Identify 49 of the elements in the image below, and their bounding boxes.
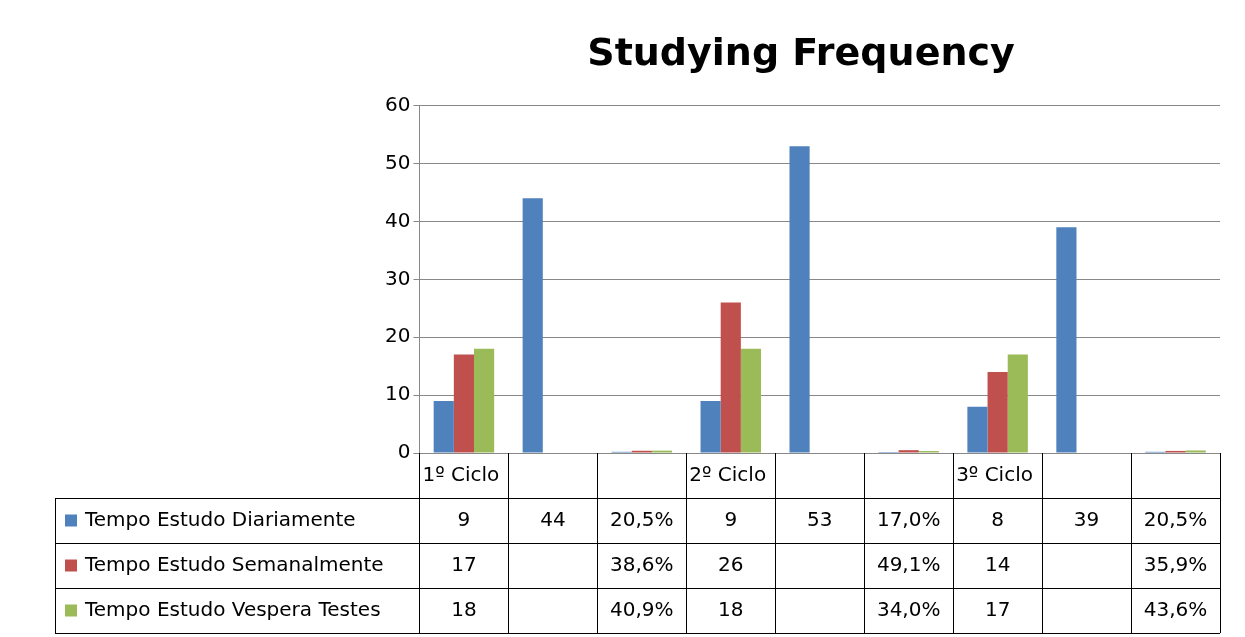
data-label: 20,5%: [1143, 506, 1208, 531]
bar: [474, 348, 495, 453]
data-label: 17: [984, 596, 1011, 621]
y-tick-label: 50: [385, 149, 411, 174]
bar: [898, 450, 919, 453]
data-label: 18: [718, 596, 744, 621]
data-label: 17,0%: [876, 506, 941, 531]
y-tick-label: 60: [385, 91, 411, 116]
data-label: 18: [451, 596, 477, 621]
bar: [522, 198, 543, 453]
y-tick-label: 40: [385, 207, 411, 232]
bar: [453, 354, 475, 453]
y-tick-label: 20: [385, 323, 411, 348]
data-label: 17: [451, 551, 477, 576]
data-label: 34,0%: [876, 596, 941, 621]
x-tick-label: 2º Ciclo: [689, 461, 767, 486]
x-tick-label: 1º Ciclo: [422, 461, 500, 486]
data-label: 8: [991, 506, 1004, 531]
data-label: 9: [457, 506, 471, 531]
data-label: 53: [807, 506, 833, 531]
data-label: 20,5%: [610, 506, 674, 531]
legend-label: Tempo Estudo Diariamente: [84, 506, 356, 531]
x-tick-label: 3º Ciclo: [956, 461, 1033, 486]
legend-label: Tempo Estudo Semanalmente: [84, 551, 384, 576]
data-label: 38,6%: [610, 551, 674, 576]
bar: [789, 146, 810, 453]
bar: [967, 406, 988, 453]
data-label: 14: [984, 551, 1011, 576]
data-label: 43,6%: [1143, 596, 1208, 621]
bar: [1056, 227, 1077, 453]
bar: [987, 371, 1008, 453]
bar: [700, 400, 721, 453]
data-label: 49,1%: [876, 551, 941, 576]
bar: [720, 302, 741, 453]
data-label: 35,9%: [1143, 551, 1208, 576]
bar: [1007, 354, 1028, 453]
bar: [433, 400, 454, 453]
data-label: 26: [718, 551, 744, 576]
data-label: 39: [1073, 506, 1100, 531]
y-tick-label: 30: [385, 265, 411, 290]
bar: [1185, 450, 1206, 453]
data-label: 44: [540, 506, 566, 531]
data-label: 9: [724, 506, 738, 531]
y-tick-label: 10: [385, 381, 411, 406]
y-tick-label: 0: [397, 439, 411, 464]
data-label: 40,9%: [610, 596, 674, 621]
chart-title: Studying Frequency: [587, 29, 1015, 74]
bar: [740, 348, 762, 453]
legend-label: Tempo Estudo Vespera Testes: [84, 596, 381, 621]
